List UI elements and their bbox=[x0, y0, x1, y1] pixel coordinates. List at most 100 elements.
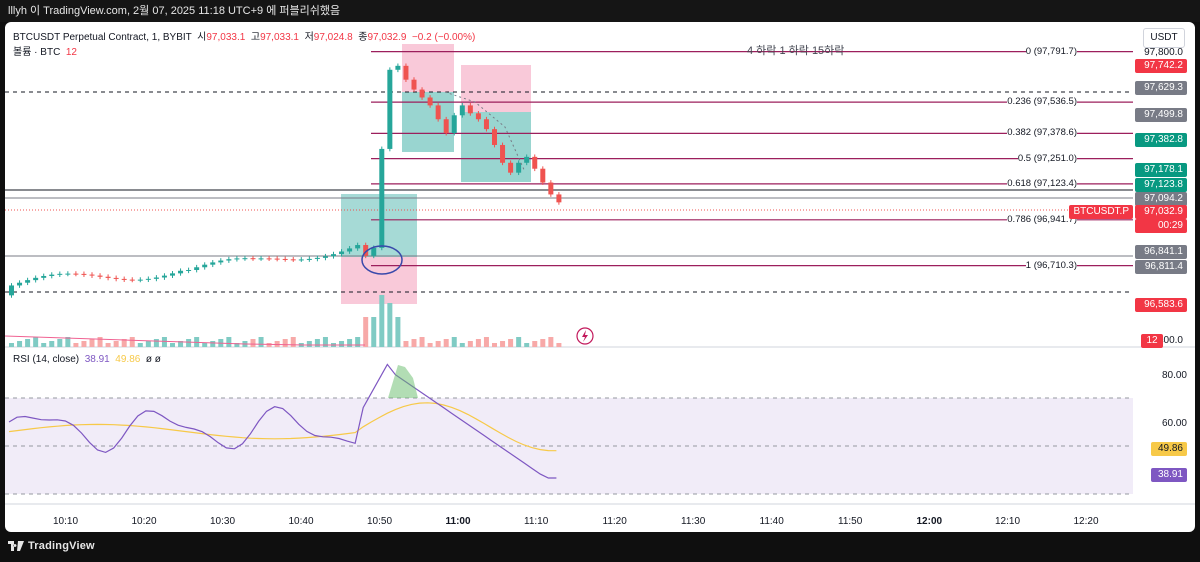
volume-bar bbox=[419, 337, 425, 347]
symbol-tag: BTCUSDT.P bbox=[1069, 205, 1133, 219]
volume-bar bbox=[395, 317, 401, 347]
candle-body bbox=[145, 278, 151, 280]
candle-body bbox=[459, 105, 465, 116]
volume-bar bbox=[532, 341, 538, 347]
short-position-stop-box-2[interactable] bbox=[461, 65, 531, 112]
circle-annotation[interactable] bbox=[361, 245, 403, 275]
volume-bar bbox=[483, 337, 489, 347]
price-axis-label: 97,032.9 bbox=[1135, 205, 1187, 219]
candle-body bbox=[387, 69, 393, 149]
candle-body bbox=[41, 275, 47, 278]
tradingview-logo-icon bbox=[8, 541, 24, 551]
volume-bar bbox=[202, 343, 208, 347]
volume-legend[interactable]: 볼륨 · BTC 12 bbox=[13, 43, 77, 58]
candle-body bbox=[186, 269, 192, 271]
candle-body bbox=[331, 254, 336, 257]
volume-bar bbox=[250, 339, 256, 347]
volume-bar bbox=[186, 339, 192, 347]
candle-body bbox=[17, 282, 23, 286]
fib-level-label: 0.786 (96,941.7) bbox=[1007, 213, 1077, 225]
candle-body bbox=[508, 162, 514, 173]
close-label: 종 bbox=[358, 32, 368, 43]
candle-body bbox=[113, 277, 119, 279]
volume-bar bbox=[379, 295, 385, 347]
volume-bar bbox=[459, 343, 465, 347]
volume-bar bbox=[371, 317, 377, 347]
tradingview-logo[interactable]: TradingView bbox=[8, 540, 95, 552]
price-axis-label: 97,742.2 bbox=[1135, 59, 1187, 73]
chart-canvas[interactable] bbox=[5, 22, 1195, 532]
fib-level-label: 0.236 (97,536.5) bbox=[1007, 96, 1077, 108]
volume-bar bbox=[314, 339, 320, 347]
volume-bar bbox=[73, 343, 79, 347]
volume-bar bbox=[282, 339, 288, 347]
candle-body bbox=[363, 245, 369, 256]
time-axis-label: 11:20 bbox=[602, 516, 627, 527]
publish-info-text: lllyh 이 TradingView.com, 2월 07, 2025 11:… bbox=[8, 5, 341, 17]
volume-bar bbox=[363, 317, 369, 347]
symbol-name: BTCUSDT Perpetual Contract, 1, BYBIT bbox=[13, 32, 192, 43]
fibonacci-retracement[interactable] bbox=[371, 51, 1133, 267]
long-position-target-box[interactable] bbox=[341, 194, 417, 257]
long-position-stop-box[interactable] bbox=[341, 257, 417, 304]
volume-bar bbox=[113, 341, 119, 347]
volume-bar bbox=[427, 343, 433, 347]
candle-body bbox=[355, 245, 361, 249]
volume-value: 12 bbox=[65, 47, 77, 58]
candle-body bbox=[556, 194, 562, 203]
volume-bar bbox=[443, 339, 449, 347]
candle-body bbox=[475, 113, 481, 120]
candle-body bbox=[371, 247, 377, 256]
volume-bar bbox=[403, 341, 409, 347]
trend-dotted-line[interactable] bbox=[444, 91, 526, 173]
candle-body bbox=[435, 105, 441, 120]
rsi-legend[interactable]: RSI (14, close) 38.91 49.86 ø ø bbox=[13, 354, 161, 365]
volume-bar bbox=[467, 341, 473, 347]
volume-bar bbox=[178, 341, 184, 347]
candle-body bbox=[73, 273, 79, 275]
candle-body bbox=[65, 273, 71, 275]
volume-bar bbox=[210, 341, 216, 347]
candle-body bbox=[290, 259, 296, 261]
candle-body bbox=[451, 115, 457, 134]
volume-bar bbox=[266, 343, 272, 347]
volume-bar bbox=[435, 341, 441, 347]
volume-bar bbox=[25, 339, 31, 347]
volume-tag: 12 bbox=[1141, 334, 1163, 348]
time-axis-label: 10:10 bbox=[53, 516, 79, 527]
candlestick-series bbox=[9, 63, 562, 298]
candle-body bbox=[516, 162, 522, 173]
rsi-band-background bbox=[5, 398, 1133, 494]
candle-body bbox=[500, 144, 506, 163]
volume-bar bbox=[387, 303, 393, 347]
symbol-legend[interactable]: BTCUSDT Perpetual Contract, 1, BYBIT 시97… bbox=[13, 28, 475, 43]
price-axis-label: 96,811.4 bbox=[1135, 260, 1187, 274]
fib-level-label: 0 (97,791.7) bbox=[1025, 45, 1077, 57]
price-axis-label: 96,583.6 bbox=[1135, 298, 1187, 312]
candle-body bbox=[170, 273, 175, 276]
volume-bar bbox=[89, 339, 95, 347]
chart-annotation-text[interactable]: 4 하락 1 하락 15하락 bbox=[747, 45, 845, 57]
candle-body bbox=[89, 274, 95, 276]
volume-bar bbox=[556, 343, 562, 347]
volume-bar bbox=[170, 343, 175, 347]
candle-body bbox=[25, 280, 31, 283]
price-axis-label: 97,629.3 bbox=[1135, 81, 1187, 95]
currency-button[interactable]: USDT bbox=[1143, 28, 1185, 48]
candle-body bbox=[9, 285, 14, 296]
candle-body bbox=[419, 89, 425, 98]
candle-body bbox=[322, 256, 328, 258]
time-axis-label: 10:30 bbox=[210, 516, 236, 527]
volume-bar bbox=[17, 341, 23, 347]
candle-body bbox=[532, 156, 538, 169]
chart-panel[interactable]: BTCUSDT Perpetual Contract, 1, BYBIT 시97… bbox=[5, 22, 1195, 532]
publish-info-bar: lllyh 이 TradingView.com, 2월 07, 2025 11:… bbox=[0, 0, 1200, 22]
candle-body bbox=[492, 129, 497, 145]
rsi-axis-60: 60.00 bbox=[1161, 418, 1187, 429]
candle-body bbox=[194, 267, 200, 270]
volume-series bbox=[9, 295, 562, 347]
rsi-axis-80: 80.00 bbox=[1161, 370, 1187, 381]
volume-bar bbox=[81, 341, 87, 347]
candle-body bbox=[121, 278, 127, 280]
candle-body bbox=[210, 262, 216, 265]
